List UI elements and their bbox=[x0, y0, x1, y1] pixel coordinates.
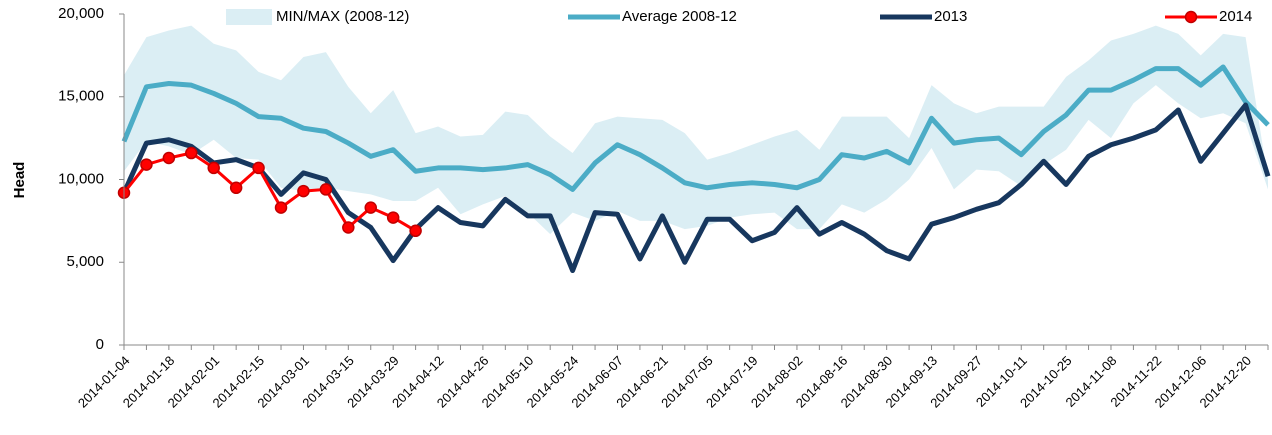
series-marker bbox=[252, 161, 265, 175]
y-tick-label: 20,000 bbox=[58, 5, 104, 22]
series-marker bbox=[274, 201, 288, 214]
legend-label: Average 2008-12 bbox=[622, 8, 737, 25]
y-tick-label: 5,000 bbox=[66, 253, 104, 270]
y-tick-label: 15,000 bbox=[58, 88, 104, 105]
legend-marker bbox=[1184, 10, 1198, 24]
series-marker bbox=[342, 221, 355, 234]
series-marker bbox=[207, 161, 220, 175]
series-marker bbox=[364, 201, 377, 214]
y-axis-label: Head bbox=[11, 162, 28, 199]
legend-swatch bbox=[226, 9, 272, 25]
series-marker bbox=[162, 151, 176, 165]
y-tick-label: 0 bbox=[96, 336, 104, 353]
min-max-band bbox=[124, 25, 1268, 235]
series-marker bbox=[297, 184, 310, 198]
legend-label: MIN/MAX (2008-12) bbox=[276, 8, 409, 25]
series-marker bbox=[386, 211, 400, 224]
series-line bbox=[121, 102, 1271, 274]
series-marker bbox=[185, 146, 198, 160]
y-tick-label: 10,000 bbox=[58, 170, 104, 187]
legend-label: 2014 bbox=[1219, 8, 1252, 25]
series-line bbox=[121, 64, 1270, 192]
series-marker bbox=[229, 181, 243, 195]
legend-label: 2013 bbox=[934, 8, 967, 25]
series-marker bbox=[319, 183, 333, 196]
series-marker bbox=[140, 158, 153, 171]
series-marker bbox=[409, 224, 422, 238]
